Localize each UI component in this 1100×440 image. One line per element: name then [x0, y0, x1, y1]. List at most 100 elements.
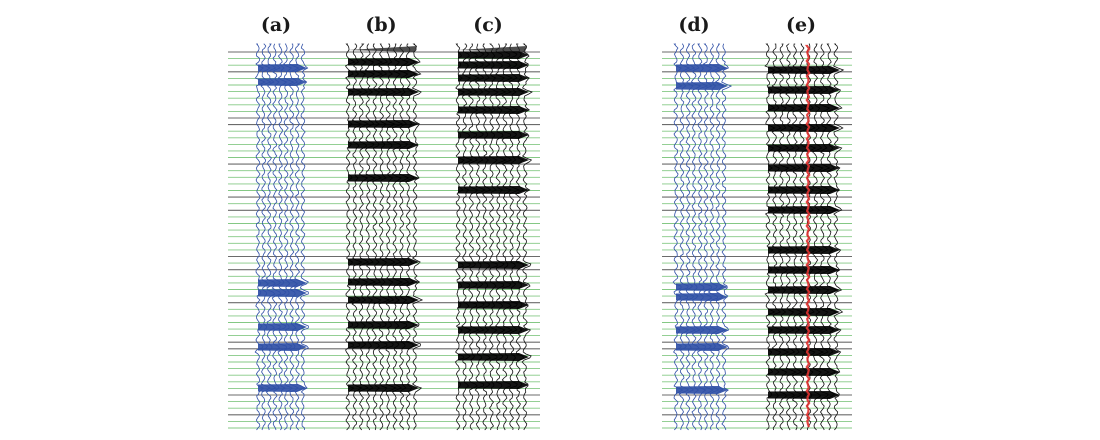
panel-traces-e [764, 43, 845, 431]
panel-traces-a [254, 43, 310, 431]
event-lobe [676, 64, 728, 72]
trace-wiggle [271, 43, 282, 431]
trace-wiggle [684, 43, 697, 431]
trace-wiggle [265, 43, 277, 431]
event-lobe [348, 174, 419, 182]
top-clip-spike [348, 46, 417, 52]
event-lobe [258, 384, 307, 392]
event-lobe [258, 78, 307, 86]
event-lobe [458, 61, 529, 69]
event-lobe [458, 74, 529, 82]
event-lobe [458, 156, 529, 164]
trace-wiggle [358, 43, 370, 431]
trace-wiggle [690, 43, 702, 431]
event-lobe [768, 348, 840, 356]
trace-wiggle [707, 43, 721, 431]
trace-wiggle [299, 43, 310, 431]
event-lobe [676, 343, 728, 351]
event-lobe [458, 353, 529, 361]
event-lobe [348, 58, 419, 66]
red-marker-trace [804, 44, 811, 428]
event-lobe [458, 326, 529, 334]
trace-wiggle [377, 43, 391, 431]
event-lobe [676, 326, 728, 334]
event-lobe [258, 343, 307, 351]
event-lobe [768, 86, 840, 94]
event-lobe [258, 64, 307, 72]
event-lobe [676, 283, 728, 291]
trace-wiggle [293, 43, 306, 431]
event-lobe [458, 381, 529, 389]
event-lobe [768, 286, 840, 294]
trace-wiggle [277, 43, 288, 431]
trace-wiggle [521, 43, 533, 431]
event-lobe [768, 308, 840, 316]
top-clip-spike [458, 46, 527, 52]
panel-label-c: (c) [473, 14, 503, 36]
trace-wiggle [411, 43, 424, 431]
trace-wiggle [384, 43, 397, 431]
event-lobe [348, 141, 419, 149]
trace-wiggle [398, 43, 410, 431]
event-lobe [458, 106, 529, 114]
event-lobe [458, 88, 529, 96]
event-lobe [676, 386, 728, 394]
trace-wiggle [391, 43, 404, 431]
trace-wiggle [351, 43, 363, 431]
trace-wiggle [696, 43, 709, 431]
trace-wiggle [721, 43, 733, 431]
event-lobe [258, 279, 307, 287]
panel-label-e: (e) [785, 14, 817, 36]
trace-wiggle [283, 43, 295, 431]
event-lobe [676, 293, 728, 301]
trace-wiggle [702, 43, 714, 431]
event-lobe [768, 144, 840, 152]
event-lobe [768, 124, 840, 132]
trace-wiggle [344, 43, 356, 431]
event-lobe [458, 301, 529, 309]
event-lobe [768, 206, 840, 214]
panel-label-a: (a) [260, 14, 292, 36]
trace-wiggle [288, 43, 300, 431]
trace-wiggle [371, 43, 384, 431]
trace-wiggle [714, 43, 727, 431]
panel-label-b: (b) [365, 14, 397, 36]
event-lobe [768, 326, 840, 334]
event-lobe [258, 323, 307, 331]
event-lobe [258, 289, 307, 297]
trace-wiggle [672, 43, 684, 431]
trace-wiggle [254, 43, 266, 431]
panel-label-d: (d) [678, 14, 710, 36]
event-lobe [768, 104, 840, 112]
trace-wiggle [405, 43, 417, 431]
trace-wiggle [833, 43, 845, 431]
event-lobe [458, 186, 529, 194]
trace-wiggle [260, 43, 272, 431]
trace-wiggle [678, 43, 691, 431]
event-lobe [348, 120, 419, 128]
event-lobe [768, 391, 840, 399]
event-lobe [348, 258, 419, 266]
event-lobe [348, 296, 419, 304]
event-lobe [348, 341, 419, 349]
event-lobe [458, 261, 529, 269]
trace-wiggle [364, 43, 377, 431]
event-lobe [768, 246, 840, 254]
event-lobe [458, 51, 529, 59]
event-lobe [768, 66, 840, 74]
event-lobe [458, 281, 529, 289]
event-lobe [348, 384, 419, 392]
event-lobe [348, 70, 419, 78]
event-lobe [458, 131, 529, 139]
panel-traces-c [454, 43, 533, 431]
event-lobe [348, 321, 419, 329]
panel-traces-d [672, 43, 733, 431]
event-lobe [348, 88, 419, 96]
event-lobe [348, 278, 419, 286]
event-lobe [768, 266, 840, 274]
event-lobe [768, 164, 840, 172]
event-lobe [768, 368, 840, 376]
event-lobe [768, 186, 840, 194]
